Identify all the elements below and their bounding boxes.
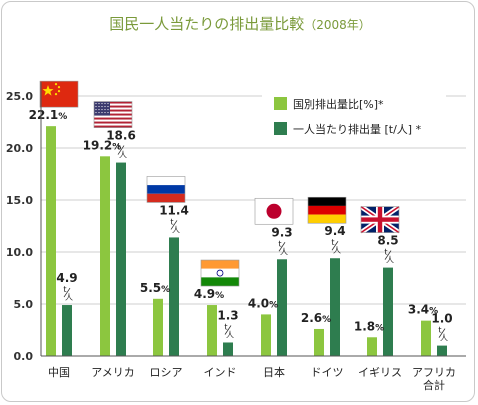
unit-label-t: t [117, 143, 120, 152]
bar-share [421, 320, 431, 356]
share-value-label: 1.8% [354, 319, 384, 333]
japan-flag [254, 197, 294, 225]
x-tick-label: ロシア [150, 366, 183, 379]
unit-label-t: t [384, 248, 387, 257]
unit-label-person: 人 [280, 247, 288, 256]
legend-label-per-capita: 一人当たり排出量 [t/人] * [293, 122, 422, 136]
per-capita-value-label: 8.5 [377, 234, 398, 248]
x-tick-label: イギリス [358, 366, 402, 379]
legend-swatch-per-capita [274, 122, 287, 135]
bar-share [314, 328, 324, 356]
y-tick-label: 20.0 [6, 142, 33, 155]
legend-label-share: 国別排出量比[%]* [293, 97, 384, 111]
data-labels: 22.1%4.9t人19.2%18.6t人5.5%11.4t人4.9%1.3t人… [29, 108, 453, 342]
china-flag [39, 80, 79, 108]
share-value-label: 4.0% [248, 296, 278, 310]
share-value-label: 3.4% [408, 303, 438, 317]
x-tick-label: インド [204, 366, 237, 379]
unit-label-t: t [170, 217, 173, 226]
unit-slash [438, 328, 446, 338]
bar-share [46, 126, 56, 356]
unit-label-person: 人 [119, 151, 127, 160]
per-capita-value-label: 4.9 [56, 271, 77, 285]
bar-per-capita [223, 342, 233, 356]
per-capita-value-label: 18.6 [106, 129, 136, 143]
bars [46, 126, 447, 356]
per-capita-value-label: 1.3 [217, 308, 238, 322]
y-tick-label: 15.0 [6, 194, 33, 207]
share-value-label: 22.1% [29, 108, 68, 122]
flags [39, 80, 401, 287]
legend-box [262, 88, 446, 144]
legend: 国別排出量比[%]* 一人当たり排出量 [t/人] * [262, 88, 446, 144]
share-value-label: 2.6% [301, 311, 331, 325]
unit-label-t: t [278, 239, 281, 248]
per-capita-value-label: 9.3 [271, 225, 292, 239]
russia-flag [146, 176, 186, 203]
usa-flag [93, 101, 133, 128]
y-tick-label: 0.0 [14, 350, 34, 363]
y-tick-label: 25.0 [6, 90, 33, 103]
share-value-label: 19.2% [83, 138, 122, 152]
unit-label-person: 人 [226, 330, 234, 339]
per-capita-value-label: 1.0 [431, 312, 452, 326]
x-tick-label: ドイツ [311, 366, 344, 379]
unit-label-person: 人 [65, 293, 73, 302]
unit-label-person: 人 [386, 256, 394, 265]
unit-slash [170, 220, 178, 230]
unit-label-person: 人 [440, 334, 448, 343]
unit-label-person: 人 [333, 246, 341, 255]
unit-slash [331, 241, 339, 251]
bar-share [261, 314, 271, 356]
x-tick-label: 合計 [423, 378, 445, 392]
axes: 0.0 5.0 10.0 15.0 20.0 25.0 中国 アメリカ ロシア インド 日本 ドイツ イ… [6, 82, 466, 392]
uk-flag [359, 204, 401, 235]
share-value-label: 5.5% [140, 281, 170, 295]
y-tick-label: 10.0 [6, 246, 33, 259]
bar-per-capita [277, 259, 287, 356]
y-tick-label: 5.0 [14, 298, 34, 311]
unit-label-t: t [224, 322, 227, 331]
chart-title: 国民一人当たりの排出量比較（2008年） [109, 15, 371, 33]
bar-per-capita [330, 258, 340, 356]
bar-per-capita [169, 237, 179, 356]
bar-share [100, 156, 110, 356]
bar-per-capita [116, 162, 126, 356]
per-capita-value-label: 9.4 [324, 224, 345, 238]
unit-slash [63, 287, 71, 298]
bar-share [153, 298, 163, 356]
unit-slash [384, 250, 392, 260]
bar-share [207, 305, 217, 356]
unit-slash [117, 145, 125, 155]
per-capita-value-label: 11.4 [159, 203, 189, 217]
unit-slash [224, 325, 232, 335]
bar-per-capita [383, 267, 393, 356]
unit-slash [278, 242, 286, 252]
unit-label-t: t [331, 238, 334, 247]
x-tick-label: 日本 [263, 365, 285, 379]
chart-title-main: 国民一人当たりの排出量比較 [109, 15, 304, 33]
legend-swatch-share [274, 97, 287, 110]
x-tick-label: アフリカ [412, 366, 456, 379]
germany-flag [307, 196, 347, 224]
india-flag [200, 259, 240, 287]
share-value-label: 4.9% [194, 287, 224, 301]
bar-share [367, 337, 377, 356]
unit-label-t: t [63, 285, 66, 294]
unit-label-person: 人 [172, 225, 180, 234]
unit-label-t: t [438, 326, 441, 335]
x-tick-label: アメリカ [91, 366, 134, 379]
x-tick-label: 中国 [48, 366, 70, 379]
bar-per-capita [437, 345, 447, 356]
bar-per-capita [62, 305, 72, 356]
chart-title-year: （2008年） [304, 18, 371, 32]
